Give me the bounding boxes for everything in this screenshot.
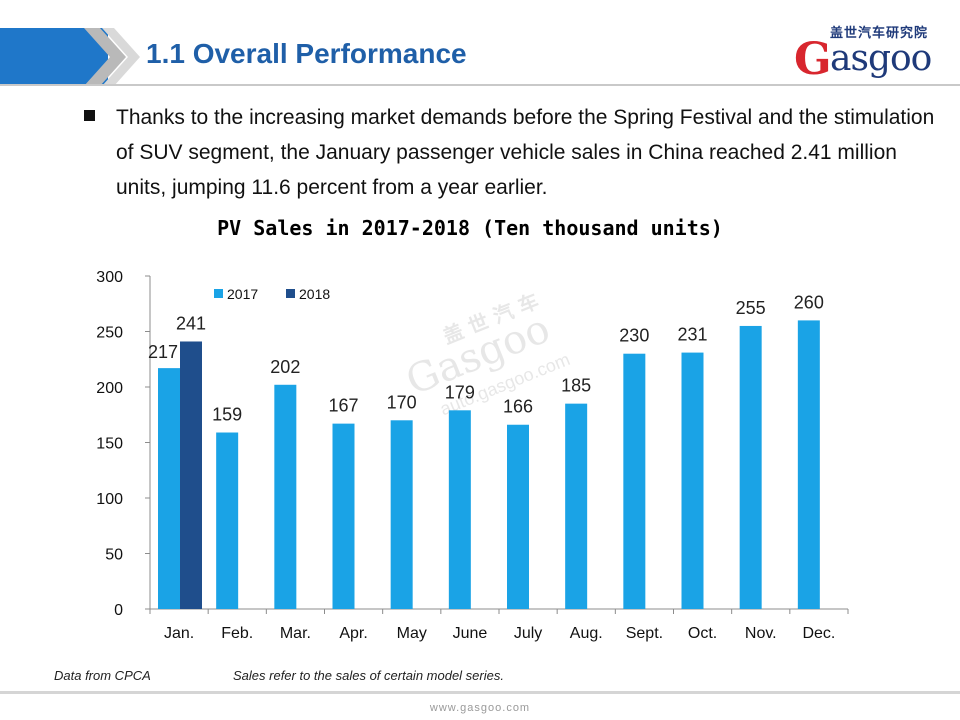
footer-divider bbox=[0, 691, 960, 694]
x-tick-label: Dec. bbox=[802, 625, 835, 642]
x-tick-label: Sept. bbox=[626, 625, 663, 642]
legend-label: 2018 bbox=[299, 286, 330, 302]
data-label-2017: 260 bbox=[794, 292, 824, 312]
page-title: 1.1 Overall Performance bbox=[146, 38, 467, 69]
y-tick-label: 300 bbox=[96, 269, 123, 286]
y-tick-label: 100 bbox=[96, 491, 123, 508]
x-tick-label: Oct. bbox=[688, 625, 717, 642]
x-tick-label: July bbox=[514, 625, 542, 642]
bar-2017 bbox=[565, 403, 588, 609]
y-tick-label: 50 bbox=[105, 547, 123, 564]
bar-2017 bbox=[390, 420, 413, 609]
legend-label: 2017 bbox=[227, 286, 258, 302]
bar-2017 bbox=[216, 432, 239, 609]
y-tick-label: 0 bbox=[114, 602, 123, 619]
footer-note: Sales refer to the sales of certain mode… bbox=[233, 668, 504, 683]
logo-wordmark: asgoo bbox=[830, 38, 932, 79]
chart-title: PV Sales in 2017-2018 (Ten thousand unit… bbox=[217, 216, 723, 240]
header-divider bbox=[0, 84, 960, 86]
legend-swatch bbox=[214, 289, 223, 298]
data-label-2018: 241 bbox=[176, 313, 206, 333]
logo-g-letter: G bbox=[794, 34, 832, 85]
bar-2017 bbox=[681, 352, 704, 609]
x-tick-label: May bbox=[397, 625, 427, 642]
bar-2018 bbox=[180, 341, 202, 609]
data-label-2017: 170 bbox=[387, 392, 417, 412]
data-label-2017: 166 bbox=[503, 397, 533, 417]
data-label-2017: 255 bbox=[736, 298, 766, 318]
x-tick-label: Feb. bbox=[221, 625, 253, 642]
bar-2017 bbox=[274, 384, 297, 609]
data-label-2017: 230 bbox=[619, 326, 649, 346]
bullet-square-icon bbox=[84, 110, 95, 121]
bar-2017 bbox=[158, 368, 180, 609]
data-label-2017: 202 bbox=[270, 357, 300, 377]
header-band bbox=[0, 28, 108, 86]
y-tick-label: 150 bbox=[96, 436, 123, 453]
x-tick-label: Mar. bbox=[280, 625, 311, 642]
logo-chinese-text: 盖世汽车研究院 bbox=[830, 26, 929, 41]
x-tick-label: Apr. bbox=[339, 625, 367, 642]
gasgoo-logo: 盖世汽车研究院 G asgoo bbox=[790, 22, 950, 85]
x-tick-label: June bbox=[453, 625, 488, 642]
data-label-2017: 217 bbox=[148, 342, 178, 362]
legend-swatch bbox=[286, 289, 295, 298]
bar-2017 bbox=[797, 320, 820, 609]
footer-source: Data from CPCA bbox=[54, 668, 151, 683]
data-label-2017: 185 bbox=[561, 376, 591, 396]
y-tick-label: 250 bbox=[96, 325, 123, 342]
data-label-2017: 167 bbox=[328, 396, 358, 416]
data-label-2017: 179 bbox=[445, 382, 475, 402]
bar-2017 bbox=[739, 325, 762, 609]
bar-2017 bbox=[332, 423, 355, 609]
bar-2017 bbox=[623, 353, 646, 609]
bullet-text: Thanks to the increasing market demands … bbox=[116, 106, 935, 199]
header-chevron-icon bbox=[84, 28, 140, 86]
bar-2017 bbox=[448, 410, 471, 609]
footer-url: www.gasgoo.com bbox=[429, 702, 531, 714]
data-label-2017: 231 bbox=[677, 325, 707, 345]
x-tick-label: Nov. bbox=[745, 625, 777, 642]
bullet-point: Thanks to the increasing market demands … bbox=[84, 100, 944, 205]
bar-2017 bbox=[507, 424, 529, 609]
y-tick-label: 200 bbox=[96, 380, 123, 397]
x-tick-label: Jan. bbox=[164, 625, 194, 642]
x-tick-label: Aug. bbox=[570, 625, 603, 642]
data-label-2017: 159 bbox=[212, 405, 242, 425]
